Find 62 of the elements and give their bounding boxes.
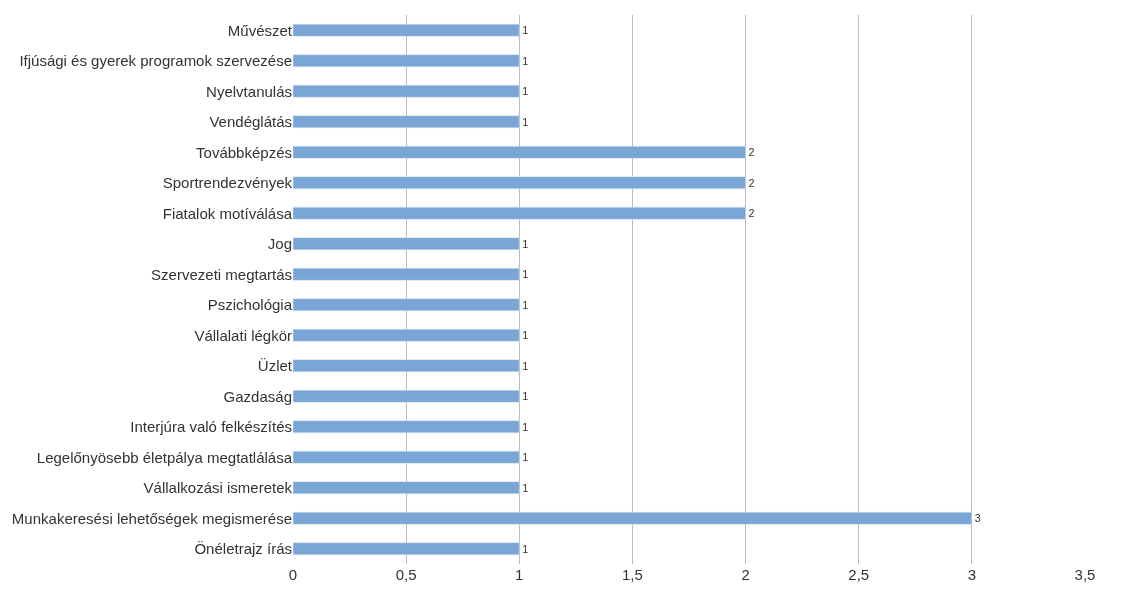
data-label: 2 (748, 176, 755, 189)
y-tick-label: Vállalkozási ismeretek (143, 479, 293, 496)
y-tick-label: Gazdaság (223, 387, 292, 405)
bar (293, 23, 520, 37)
data-label: 3 (974, 512, 981, 525)
bar (293, 298, 520, 312)
y-tick-label: Üzlet (257, 357, 293, 374)
y-tick-label: Legelőnyösebb életpálya megtatlálása (36, 448, 293, 466)
data-label: 2 (748, 207, 755, 220)
data-label: 1 (522, 420, 529, 433)
data-label: 2 (748, 146, 755, 159)
data-label: 1 (522, 24, 529, 37)
x-tick-label: 1 (515, 566, 524, 583)
bar (293, 450, 520, 464)
data-label: 1 (522, 54, 529, 67)
x-tick-label: 2 (741, 566, 750, 583)
bar (293, 54, 520, 68)
x-tick-label: 0 (288, 566, 298, 583)
bar (293, 359, 520, 373)
y-tick-label: Sportrendezvények (162, 174, 293, 191)
data-label: 1 (522, 85, 529, 98)
data-label: 1 (522, 329, 529, 342)
bar (293, 389, 520, 403)
data-label: 1 (522, 298, 529, 311)
data-label: 1 (522, 359, 529, 372)
y-tick-label: Munkakeresési lehetőségek megismerése (11, 509, 292, 527)
x-tick-label: 2,5 (848, 566, 870, 583)
bar (293, 267, 520, 281)
bar (293, 176, 746, 190)
data-label: 1 (522, 390, 529, 403)
y-tick-label: Továbbképzés (196, 143, 292, 161)
y-tick-label: Vállalati légkör (194, 326, 292, 344)
bar (293, 84, 520, 98)
y-tick-label: Vendéglátás (209, 113, 292, 130)
bar (293, 420, 520, 434)
bar (293, 511, 973, 525)
y-tick-label: Nyelvtanulás (206, 82, 292, 100)
bar (293, 542, 520, 556)
bar (293, 237, 520, 251)
y-tick-label: Pszichológia (207, 296, 293, 313)
data-label: 1 (522, 542, 529, 555)
y-tick-label: Jog (267, 235, 292, 252)
x-tick-label: 3,5 (1074, 566, 1096, 583)
data-label: 1 (522, 481, 529, 494)
y-tick-label: Önéletrajz írás (194, 540, 292, 557)
y-tick-label: Művészet (227, 21, 293, 39)
bar (293, 206, 746, 220)
bar (293, 328, 520, 342)
bar (293, 481, 520, 495)
data-label: 1 (522, 237, 529, 250)
data-label: 1 (522, 115, 529, 128)
x-tick-label: 0,5 (395, 566, 417, 583)
bar (293, 115, 520, 129)
y-tick-label: Interjúra való felkészítés (130, 418, 292, 435)
bar (293, 145, 746, 159)
data-label: 1 (522, 268, 529, 281)
y-tick-label: Ifjúsági és gyerek programok szervezése (19, 52, 292, 69)
data-label: 1 (522, 451, 529, 464)
y-tick-label: Szervezeti megtartás (151, 265, 292, 283)
x-tick-label: 1,5 (622, 566, 643, 583)
y-tick-label: Fiatalok motíválása (162, 204, 293, 222)
x-tick-label: 3 (967, 566, 977, 583)
